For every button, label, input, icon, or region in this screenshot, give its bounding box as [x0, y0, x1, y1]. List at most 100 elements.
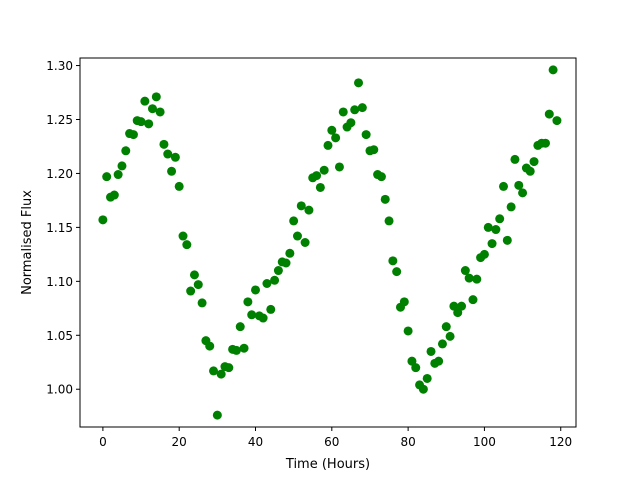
- data-point: [392, 267, 402, 277]
- data-point: [147, 104, 157, 114]
- data-point: [422, 373, 432, 383]
- data-point: [247, 310, 257, 320]
- plot-frame: [79, 57, 577, 428]
- data-point: [151, 92, 161, 102]
- data-point: [457, 301, 467, 311]
- data-point: [453, 308, 463, 318]
- data-point: [113, 170, 123, 180]
- data-point: [235, 322, 245, 332]
- data-point: [483, 222, 493, 232]
- data-point: [495, 214, 505, 224]
- x-axis-ticks: 0 20 40 60 80 100 120: [99, 427, 572, 449]
- data-point: [140, 96, 150, 106]
- data-point: [224, 363, 234, 373]
- data-point: [499, 181, 509, 191]
- y-tick-label: 1.30: [46, 59, 73, 73]
- data-point: [281, 258, 291, 268]
- data-point: [262, 279, 272, 288]
- data-point: [189, 270, 199, 280]
- data-point: [502, 235, 512, 245]
- data-point: [327, 125, 337, 135]
- data-point: [170, 152, 180, 162]
- data-point: [334, 162, 344, 172]
- data-point: [540, 138, 550, 148]
- data-point: [407, 356, 417, 366]
- data-point: [464, 273, 474, 283]
- data-points: [98, 65, 562, 420]
- data-point: [251, 285, 261, 295]
- data-point: [445, 331, 455, 341]
- data-point: [312, 171, 322, 181]
- data-point: [544, 109, 554, 119]
- data-point: [426, 346, 436, 356]
- data-point: [354, 78, 364, 88]
- data-point: [128, 130, 138, 140]
- data-point: [514, 180, 524, 190]
- data-point: [434, 356, 444, 366]
- x-tick-label: 120: [549, 435, 572, 449]
- y-axis-ticks: 1.00 1.05 1.10 1.15 1.20 1.25 1.30: [46, 59, 80, 397]
- data-point: [319, 165, 329, 175]
- data-point: [205, 341, 215, 351]
- data-point: [186, 286, 196, 296]
- data-point: [331, 133, 341, 143]
- data-point: [239, 343, 249, 353]
- x-tick-label: 100: [473, 435, 496, 449]
- data-point: [518, 188, 528, 198]
- x-tick-label: 40: [248, 435, 263, 449]
- data-point: [441, 322, 451, 332]
- data-point: [155, 107, 165, 117]
- data-point: [525, 166, 535, 176]
- data-point: [468, 295, 478, 305]
- y-tick-label: 1.25: [46, 113, 73, 127]
- y-tick-label: 1.00: [46, 383, 73, 397]
- data-point: [403, 326, 413, 336]
- data-point: [369, 145, 379, 155]
- y-tick-label: 1.20: [46, 167, 73, 181]
- data-point: [121, 146, 131, 156]
- data-point: [491, 225, 501, 235]
- data-point: [182, 240, 192, 250]
- data-point: [304, 205, 314, 215]
- data-point: [197, 298, 207, 308]
- data-point: [102, 172, 112, 182]
- data-point: [216, 369, 226, 379]
- x-tick-label: 0: [99, 435, 107, 449]
- data-point: [380, 194, 390, 204]
- y-tick-label: 1.15: [46, 221, 73, 235]
- y-tick-label: 1.05: [46, 329, 73, 343]
- data-point: [109, 190, 119, 200]
- data-point: [529, 157, 539, 167]
- data-point: [346, 118, 356, 128]
- data-point: [418, 384, 428, 394]
- data-point: [243, 297, 253, 307]
- data-point: [136, 117, 146, 127]
- y-axis-label: Normalised Flux: [20, 190, 35, 295]
- data-point: [357, 103, 367, 113]
- data-point: [388, 256, 398, 266]
- data-point: [460, 266, 470, 276]
- data-point: [411, 363, 421, 373]
- data-point: [266, 304, 276, 314]
- data-point: [117, 161, 127, 171]
- x-tick-label: 60: [324, 435, 339, 449]
- data-point: [296, 201, 306, 211]
- data-point: [212, 410, 222, 420]
- data-point: [270, 275, 280, 285]
- data-point: [437, 339, 447, 349]
- data-point: [376, 172, 386, 182]
- data-point: [384, 216, 394, 226]
- data-point: [258, 313, 268, 323]
- data-point: [552, 116, 562, 126]
- x-tick-label: 80: [400, 435, 415, 449]
- data-point: [300, 238, 310, 247]
- data-point: [167, 166, 177, 176]
- x-axis-label: Time (Hours): [285, 457, 370, 472]
- data-point: [209, 366, 219, 376]
- data-point: [350, 105, 360, 115]
- y-tick-label: 1.10: [46, 275, 73, 289]
- x-tick-label: 20: [172, 435, 187, 449]
